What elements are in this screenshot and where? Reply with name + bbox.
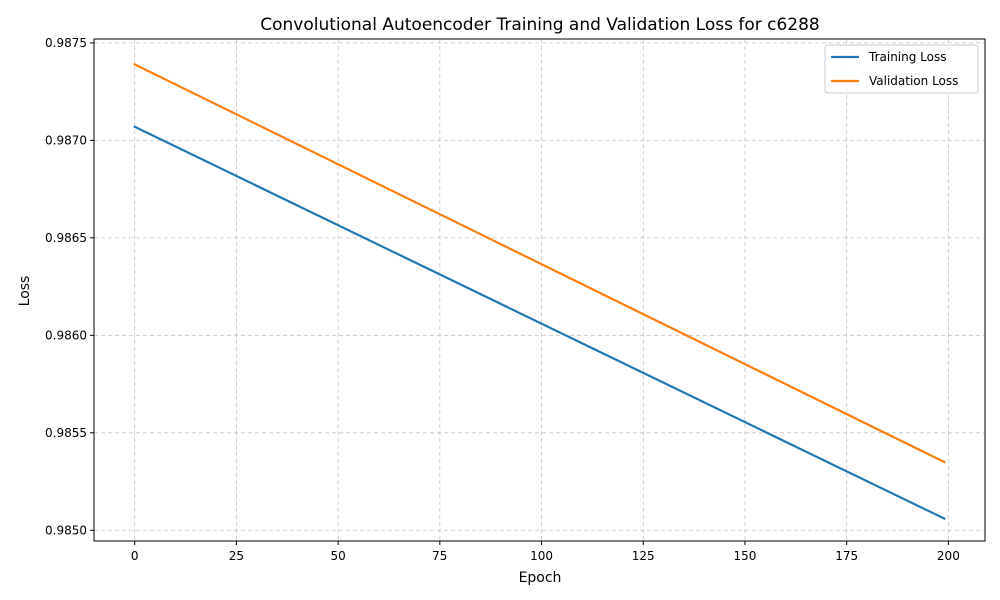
x-tick-label: 150 bbox=[734, 549, 757, 563]
series-line-validation-loss bbox=[133, 62, 946, 464]
y-axis-title: Loss bbox=[17, 276, 33, 307]
series-lines bbox=[133, 62, 946, 521]
x-tick-label: 75 bbox=[432, 549, 447, 563]
legend-box bbox=[824, 44, 979, 94]
x-tick-label: 25 bbox=[229, 549, 244, 563]
plot-frame bbox=[93, 38, 986, 542]
y-tick-label: 0.9860 bbox=[45, 328, 87, 342]
x-tick-label: 100 bbox=[530, 549, 553, 563]
y-tick-label: 0.9870 bbox=[45, 133, 87, 147]
y-tick-label: 0.9875 bbox=[45, 36, 87, 50]
y-tick-label: 0.9855 bbox=[45, 426, 87, 440]
series-line-training-loss bbox=[133, 125, 946, 521]
x-tick-label: 175 bbox=[835, 549, 858, 563]
x-axis-title: Epoch bbox=[519, 570, 562, 586]
y-axis-ticks: 0.9850 0.9855 0.9860 0.9865 0.9870 0.9875 bbox=[45, 36, 94, 537]
legend-label: Training Loss bbox=[868, 50, 946, 64]
x-tick-label: 125 bbox=[632, 549, 655, 563]
legend: Training Loss Validation Loss bbox=[824, 44, 979, 94]
y-tick-label: 0.9850 bbox=[45, 523, 87, 537]
grid bbox=[94, 39, 985, 541]
y-tick-label: 0.9865 bbox=[45, 231, 87, 245]
legend-label: Validation Loss bbox=[869, 74, 958, 88]
x-tick-label: 50 bbox=[330, 549, 345, 563]
x-tick-label: 200 bbox=[937, 549, 960, 563]
x-axis-ticks: 0 25 50 75 100 125 150 175 200 bbox=[131, 541, 960, 563]
chart-title: Convolutional Autoencoder Training and V… bbox=[260, 15, 820, 35]
x-tick-label: 0 bbox=[131, 549, 139, 563]
